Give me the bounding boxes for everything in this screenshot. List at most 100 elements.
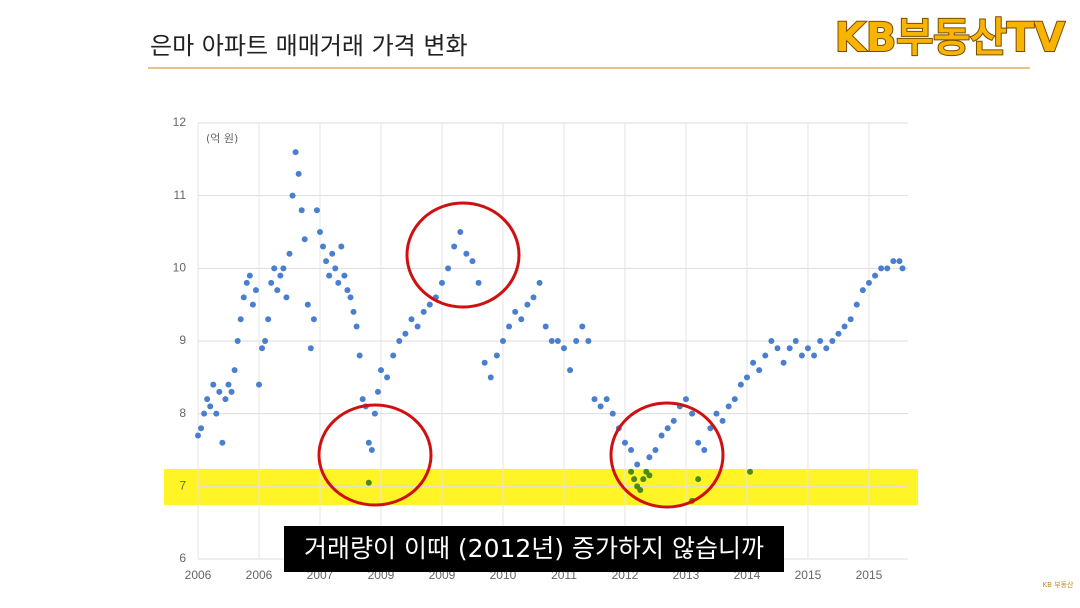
data-point [713,410,720,417]
data-point [634,461,641,468]
data-point [359,396,366,403]
y-tick-label: 10 [173,261,187,275]
data-point [792,338,799,344]
data-point [237,316,244,323]
data-point [786,345,793,352]
data-point [283,294,290,301]
data-point [368,447,375,453]
data-point [530,294,537,301]
data-point [701,447,708,453]
data-point [597,403,604,410]
data-point [695,476,702,483]
data-point [658,432,665,439]
y-tick-label: 11 [174,188,187,202]
data-point [817,338,824,344]
data-point [762,352,769,359]
data-point [374,388,381,395]
data-point [384,374,391,381]
data-point [310,316,317,323]
data-point [506,323,513,330]
data-point [835,330,842,337]
data-point [695,439,702,446]
data-point [591,396,598,403]
data-point [252,287,259,294]
data-point [774,345,781,352]
data-point [341,272,348,279]
data-point [829,338,836,344]
data-point [853,301,860,308]
data-point [338,243,345,250]
data-point [201,410,208,417]
data-point [207,403,214,410]
data-point [216,388,223,395]
data-point [628,447,635,453]
data-point [195,432,201,439]
data-point [390,352,397,359]
data-point [554,338,561,344]
data-point [240,294,247,301]
data-point [469,258,476,265]
data-point [408,316,415,323]
y-tick-label: 12 [173,115,187,129]
data-point [365,479,372,486]
data-point [326,272,333,279]
y-tick-label: 6 [179,551,186,565]
data-point [234,338,241,344]
data-point [878,265,885,272]
data-point [585,338,592,344]
data-point [243,279,250,286]
data-point [396,338,403,344]
data-point [621,439,628,446]
data-point [271,265,278,272]
data-point [277,272,284,279]
data-point [804,345,811,352]
x-tick-label: 2015 [856,568,883,582]
data-point [268,279,275,286]
data-point [481,359,488,366]
data-point [286,250,293,257]
data-point [573,338,580,344]
data-point [371,410,378,417]
data-point [512,308,519,315]
data-point [301,236,308,243]
data-point [768,338,775,344]
data-point [756,367,763,374]
data-point [609,410,616,417]
data-point [298,207,305,214]
data-point [872,272,879,279]
x-tick-label: 2006 [185,568,212,582]
data-point [798,352,805,359]
title: 은마 아파트 매매거래 가격 변화 [150,32,468,60]
data-point [463,250,470,257]
data-point [231,367,238,374]
data-point [222,396,229,403]
data-point [451,243,458,250]
data-point [737,381,744,388]
data-point [628,468,635,475]
data-point [313,207,320,214]
data-point [225,381,232,388]
data-point [280,265,287,272]
caption-box [284,526,784,572]
data-point [414,323,421,330]
data-point [640,476,647,483]
data-point [548,338,555,344]
data-point [487,374,494,381]
data-point [719,417,726,424]
data-point [637,486,644,493]
data-point [457,229,464,235]
data-point [329,250,336,257]
data-point [725,403,732,410]
data-point [420,308,427,315]
data-point [664,425,671,432]
data-point [274,287,281,294]
highlight-circle [609,401,725,509]
data-point [579,323,586,330]
data-point [750,359,757,366]
data-point [823,345,830,352]
data-point [246,272,253,279]
data-point [499,338,506,344]
data-point [316,229,323,235]
watermark: KB 부동산 [1043,580,1074,589]
